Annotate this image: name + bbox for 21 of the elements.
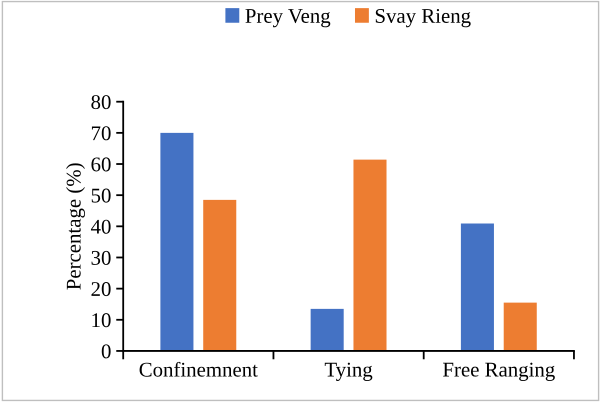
bar [504,302,537,351]
bar [160,132,194,351]
y-tick-label: 20 [91,282,111,296]
bar [353,160,387,351]
y-tick-label: 50 [92,188,111,203]
y-axis-title: Percentage (%) [66,163,86,290]
y-tick-label: 80 [91,95,111,110]
legend-label: Svay Rieng [376,8,471,28]
x-tick-label: Free Ranging [443,362,555,381]
x-tick-label: Confinemnent [140,362,258,377]
y-tick-label: 60 [91,157,111,172]
y-tick-label: 40 [90,220,111,234]
y-tick-label: 10 [92,313,111,328]
y-tick-label: 70 [92,126,111,140]
bar [310,308,344,351]
legend-label: Prey Veng [245,9,330,28]
x-tick-label: Tying [324,362,372,381]
y-tick-label: 30 [92,250,111,265]
bar [203,200,236,351]
bar [460,224,494,351]
y-tick-label: 0 [102,344,111,358]
